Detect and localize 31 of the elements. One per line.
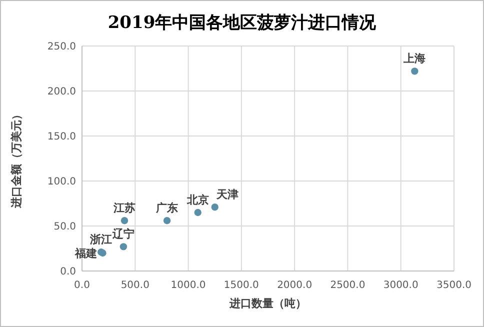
y-axis-title: 进口金额（万美元） [10, 109, 23, 209]
point [211, 204, 218, 211]
chart-title: 2019年中国各地区菠萝汁进口情况 [108, 13, 378, 33]
x-tick-label: 500.0 [120, 280, 150, 291]
y-tick-label: 250.0 [47, 42, 76, 52]
x-tick-label: 3000.0 [383, 280, 418, 291]
point [411, 68, 418, 75]
annotation: 福建 [74, 247, 98, 260]
x-tick-label: 2500.0 [330, 280, 366, 291]
annotation: 天津 [215, 188, 238, 202]
point [120, 243, 128, 250]
x-tick-label: 1500.0 [224, 280, 259, 291]
annotation: 广东 [155, 202, 178, 215]
y-tick-label: 150.0 [47, 132, 76, 142]
y-tick-label: 50.0 [54, 222, 76, 232]
y-tick-label: 0.0 [60, 266, 76, 278]
y-tick-label: 100.0 [47, 176, 76, 188]
y-tick-label: 200.0 [47, 86, 76, 98]
annotation: 江苏 [112, 202, 136, 215]
point [120, 217, 128, 224]
annotation: 上海 [402, 52, 426, 66]
x-tick-label: 1000.0 [170, 280, 206, 291]
x-tick-label: 3500.0 [436, 280, 472, 291]
x-tick-label: 2000.0 [277, 280, 312, 291]
point [194, 208, 202, 216]
annotation: 北京 [186, 194, 209, 206]
point [163, 217, 171, 224]
annotation: 浙江 [89, 233, 112, 246]
annotation: 辽宁 [111, 228, 134, 241]
x-axis-title: 进口数量（吨） [228, 297, 306, 310]
x-tick-label: 0.0 [74, 280, 90, 291]
